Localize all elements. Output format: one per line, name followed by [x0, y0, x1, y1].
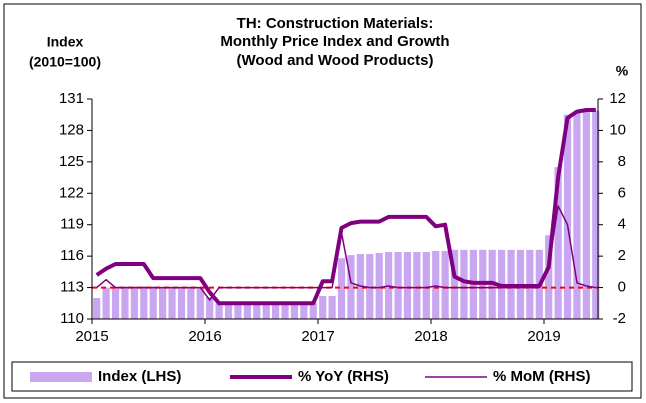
y-tick-label: 110 — [60, 310, 84, 327]
line-series — [96, 205, 596, 301]
y-axis-label: Index — [47, 34, 84, 50]
y2-tick-label: 2 — [618, 247, 626, 264]
bar — [554, 167, 562, 319]
bar — [177, 287, 186, 319]
bar — [403, 251, 412, 319]
bar — [281, 303, 289, 319]
bar — [309, 303, 317, 319]
y-tick-label: 125 — [59, 153, 84, 170]
x-tick-label: 2016 — [188, 328, 221, 345]
x-tick-label: 2015 — [75, 328, 108, 345]
bar — [413, 251, 421, 319]
bar — [253, 303, 261, 319]
bar — [206, 297, 214, 319]
chart-title: Monthly Price Index and Growth — [220, 33, 449, 50]
bar — [592, 110, 600, 320]
bar — [224, 303, 233, 319]
y2-tick-label: 0 — [618, 279, 626, 296]
y2-axis-label: % — [616, 63, 629, 79]
bar — [215, 303, 223, 319]
bar — [563, 114, 572, 319]
bar — [573, 111, 581, 319]
bar — [111, 286, 120, 319]
y2-tick-label: 12 — [609, 90, 626, 107]
legend-box — [11, 361, 633, 392]
bar — [422, 251, 430, 319]
chart-title: (Wood and Wood Products) — [237, 52, 434, 69]
y2-tick-label: 6 — [618, 184, 626, 201]
bar — [328, 295, 336, 319]
bar — [234, 303, 242, 319]
bar — [243, 303, 251, 319]
y-tick-label: 113 — [60, 279, 84, 296]
legend-label: % YoY (RHS) — [298, 368, 389, 385]
y-tick-label: 128 — [59, 121, 84, 138]
y2-tick-label: 10 — [609, 121, 626, 138]
bar — [130, 286, 138, 319]
y2-tick-label: 8 — [618, 153, 626, 170]
bar — [460, 249, 468, 319]
bar — [149, 286, 157, 319]
legend-swatch — [30, 372, 92, 382]
chart-frame — [3, 3, 642, 399]
bar — [394, 251, 402, 319]
y-tick-label: 119 — [60, 216, 84, 233]
bar — [545, 235, 553, 319]
y-tick-label: 122 — [59, 184, 84, 201]
bar — [290, 303, 299, 319]
x-tick-label: 2017 — [301, 328, 334, 345]
bar — [262, 303, 270, 319]
bar — [366, 254, 374, 319]
bar — [337, 258, 346, 319]
bar — [272, 303, 280, 319]
bar — [375, 253, 383, 319]
legend-label: % MoM (RHS) — [493, 368, 591, 385]
bar — [432, 250, 440, 319]
y-tick-label: 131 — [59, 90, 84, 107]
y-axis-label: (2010=100) — [29, 54, 101, 70]
bar — [187, 287, 195, 319]
bar — [582, 110, 590, 320]
y2-tick-label: -2 — [613, 310, 626, 327]
bar — [319, 295, 327, 319]
bar — [121, 286, 129, 319]
y2-tick-label: 4 — [618, 216, 626, 233]
bar — [102, 287, 110, 319]
x-tick-label: 2018 — [414, 328, 447, 345]
bar — [93, 298, 101, 319]
bar — [347, 255, 355, 319]
legend-label: Index (LHS) — [98, 368, 181, 385]
bar — [441, 250, 449, 319]
bar — [450, 249, 459, 319]
x-tick-label: 2019 — [527, 328, 560, 345]
bar — [196, 287, 204, 319]
chart-title: TH: Construction Materials: — [237, 15, 434, 32]
bar — [300, 303, 308, 319]
bar — [140, 286, 148, 319]
bar — [168, 287, 176, 319]
bar — [159, 287, 167, 319]
y-tick-label: 116 — [60, 247, 84, 264]
line-series — [95, 108, 596, 306]
